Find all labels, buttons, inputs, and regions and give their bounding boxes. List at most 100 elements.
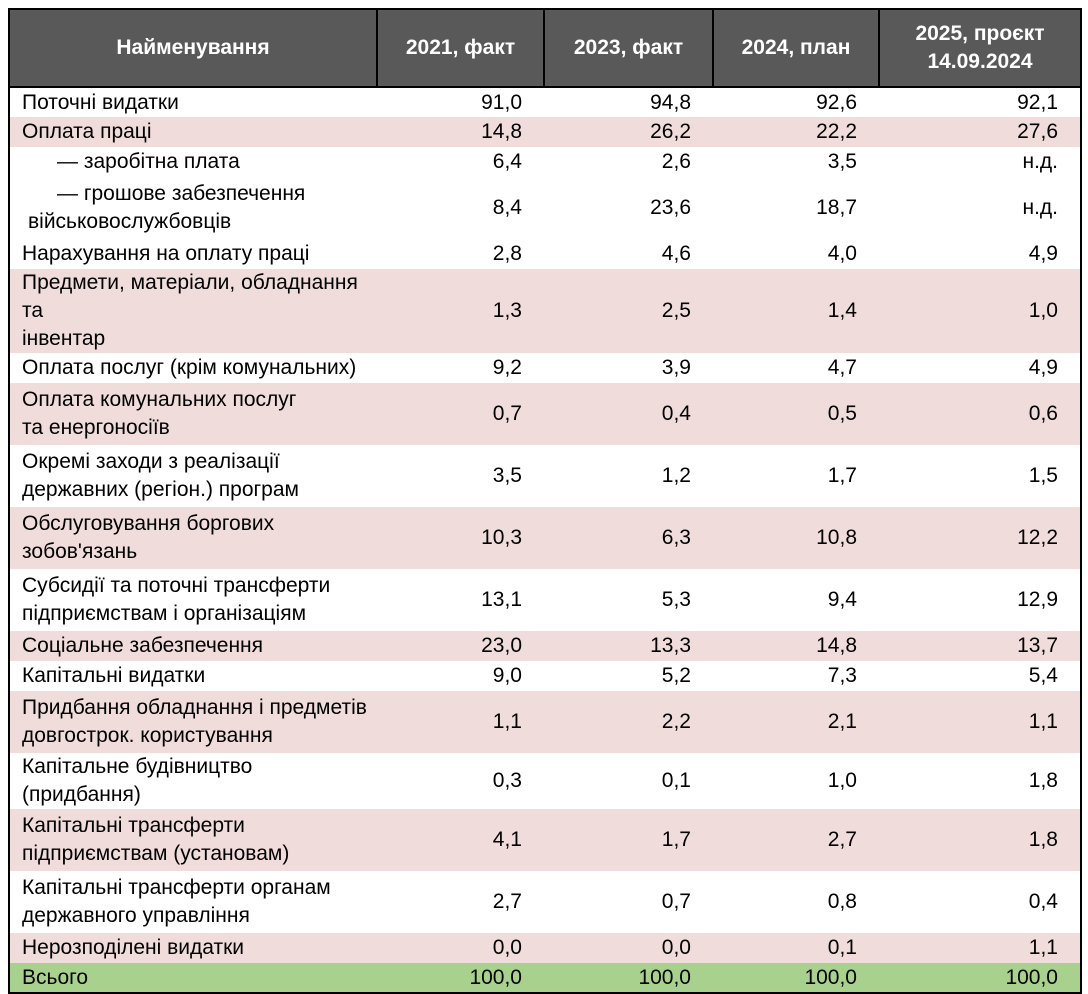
row-value: 1,7 bbox=[661, 828, 691, 851]
row-value: 0,1 bbox=[661, 769, 691, 792]
row-value: 1,5 bbox=[1028, 464, 1058, 487]
row-value: 12,2 bbox=[1017, 526, 1058, 549]
table-row: Оплата комунальних послуг та енергоносії… bbox=[9, 383, 1081, 445]
row-value: н.д. bbox=[1022, 196, 1058, 219]
row-value: 0,6 bbox=[1028, 402, 1058, 425]
row-value: 23,0 bbox=[481, 634, 522, 657]
row-value: 2,6 bbox=[661, 150, 691, 173]
table-row: Капітальні трансферти підприємствам (уст… bbox=[9, 809, 1081, 871]
row-value: 0,1 bbox=[827, 936, 857, 959]
row-value: 4,9 bbox=[1028, 356, 1058, 379]
row-value: 7,3 bbox=[827, 664, 857, 687]
row-value: 1,1 bbox=[1028, 710, 1058, 733]
row-value: 1,3 bbox=[492, 299, 522, 322]
row-label: Оплата послуг (крім комунальних) bbox=[22, 356, 357, 379]
row-label: Обслуговування боргових зобов'язань bbox=[22, 512, 275, 563]
row-value: 0,3 bbox=[492, 769, 522, 792]
row-value: 22,2 bbox=[816, 120, 857, 143]
row-value: 27,6 bbox=[1017, 120, 1058, 143]
row-value: 6,4 bbox=[492, 150, 522, 173]
row-value: 0,8 bbox=[827, 890, 857, 913]
row-value: 1,7 bbox=[827, 464, 857, 487]
table-row: — грошове забезпечення військовослужбовц… bbox=[9, 177, 1081, 239]
row-value: 2,7 bbox=[827, 828, 857, 851]
budget-expenditure-table: Найменування 2021, факт 2023, факт 2024, пл… bbox=[8, 8, 1082, 994]
row-value: 92,6 bbox=[816, 90, 857, 114]
row-value: 0,4 bbox=[661, 402, 691, 425]
table-row: Придбання обладнання і предметів довгост… bbox=[9, 691, 1081, 753]
table-row: Субсидії та поточні трансферти підприємс… bbox=[9, 569, 1081, 631]
table-row: Капітальні видатки 9,0 5,2 7,3 5,4 bbox=[9, 661, 1081, 691]
row-label: Придбання обладнання і предметів довгост… bbox=[22, 696, 367, 747]
row-value: 2,7 bbox=[492, 890, 522, 913]
row-value: 26,2 bbox=[650, 120, 691, 143]
row-label: Капітальні трансферти органам державного… bbox=[22, 876, 331, 927]
table-row: Нерозподілені видатки 0,0 0,0 0,1 1,1 bbox=[9, 933, 1081, 963]
table-header: Найменування 2021, факт 2023, факт 2024, пл… bbox=[8, 8, 1082, 88]
row-value: 0,4 bbox=[1028, 890, 1058, 913]
row-value: 14,8 bbox=[481, 120, 522, 143]
row-value: 3,5 bbox=[827, 150, 857, 173]
row-value: 1,8 bbox=[1028, 769, 1058, 792]
row-value: 3,5 bbox=[492, 464, 522, 487]
row-value: 1,4 bbox=[827, 299, 857, 322]
row-value: 0,7 bbox=[661, 890, 691, 913]
row-value: 4,6 bbox=[661, 242, 691, 265]
row-value: 0,7 bbox=[492, 402, 522, 425]
row-value: 9,0 bbox=[492, 664, 522, 687]
row-value: 2,2 bbox=[661, 710, 691, 733]
row-value: 10,3 bbox=[481, 526, 522, 549]
row-value: 12,9 bbox=[1017, 588, 1058, 611]
row-label: Предмети, матеріали, обладнання та інвен… bbox=[22, 271, 358, 350]
column-header-2: 2023, факт bbox=[543, 8, 714, 88]
column-header-0: Найменування bbox=[8, 8, 378, 88]
row-value: 9,4 bbox=[827, 588, 857, 611]
row-value: 100,0 bbox=[638, 965, 691, 989]
row-label: Всього bbox=[22, 965, 89, 989]
row-label: Капітальні трансферти підприємствам (уст… bbox=[22, 814, 290, 865]
row-label: Субсидії та поточні трансферти підприємс… bbox=[22, 574, 331, 625]
row-value: 18,7 bbox=[816, 196, 857, 219]
row-value: 1,8 bbox=[1028, 828, 1058, 851]
table-row: Предмети, матеріали, обладнання та інвен… bbox=[9, 269, 1081, 353]
table-row: Окремі заходи з реалізації державних (ре… bbox=[9, 445, 1081, 507]
row-value: 2,5 bbox=[661, 299, 691, 322]
row-value: 94,8 bbox=[650, 90, 691, 114]
row-label: — заробітна плата bbox=[57, 150, 240, 173]
row-value: 13,1 bbox=[481, 588, 522, 611]
row-value: 13,3 bbox=[650, 634, 691, 657]
row-value: 9,2 bbox=[492, 356, 522, 379]
row-value: 100,0 bbox=[804, 965, 857, 989]
table-row: Капітальні трансферти органам державного… bbox=[9, 871, 1081, 933]
header-row: Найменування 2021, факт 2023, факт 2024, пл… bbox=[8, 8, 1082, 88]
row-value: 1,0 bbox=[1028, 299, 1058, 322]
row-label: Соціальне забезпечення bbox=[22, 634, 264, 657]
row-value: 0,0 bbox=[661, 936, 691, 959]
table-row: Поточні видатки 91,0 94,8 92,6 92,1 bbox=[9, 87, 1081, 117]
row-value: 2,8 bbox=[492, 242, 522, 265]
row-value: 4,9 bbox=[1028, 242, 1058, 265]
row-label: Нарахування на оплату праці bbox=[22, 242, 310, 265]
row-label: Оплата комунальних послуг та енергоносії… bbox=[22, 388, 297, 439]
table-row: — заробітна плата 6,4 2,6 3,5 н.д. bbox=[9, 147, 1081, 177]
row-value: 5,4 bbox=[1028, 664, 1058, 687]
row-value: 1,1 bbox=[1028, 936, 1058, 959]
column-header-3: 2024, план bbox=[712, 8, 880, 88]
row-value: 0,0 bbox=[492, 936, 522, 959]
table-body: Поточні видатки 91,0 94,8 92,6 92,1 Оплата пр… bbox=[9, 87, 1081, 993]
table-row: Оплата послуг (крім комунальних) 9,2 3,9 4,… bbox=[9, 353, 1081, 383]
row-value: 23,6 bbox=[650, 196, 691, 219]
column-header-4: 2025, проєкт 14.09.2024 bbox=[878, 8, 1082, 88]
row-value: 92,1 bbox=[1017, 90, 1058, 114]
row-value: 4,7 bbox=[827, 356, 857, 379]
row-value: 5,2 bbox=[661, 664, 691, 687]
row-value: 0,5 bbox=[827, 402, 857, 425]
table-row: Оплата праці 14,8 26,2 22,2 27,6 bbox=[9, 117, 1081, 147]
row-value: 1,1 bbox=[492, 710, 522, 733]
row-value: 100,0 bbox=[469, 965, 522, 989]
row-label: Оплата праці bbox=[22, 120, 152, 143]
row-label: Нерозподілені видатки bbox=[22, 936, 245, 959]
row-value: 4,1 bbox=[492, 828, 522, 851]
row-value: 4,0 bbox=[827, 242, 857, 265]
row-value: 1,2 bbox=[661, 464, 691, 487]
